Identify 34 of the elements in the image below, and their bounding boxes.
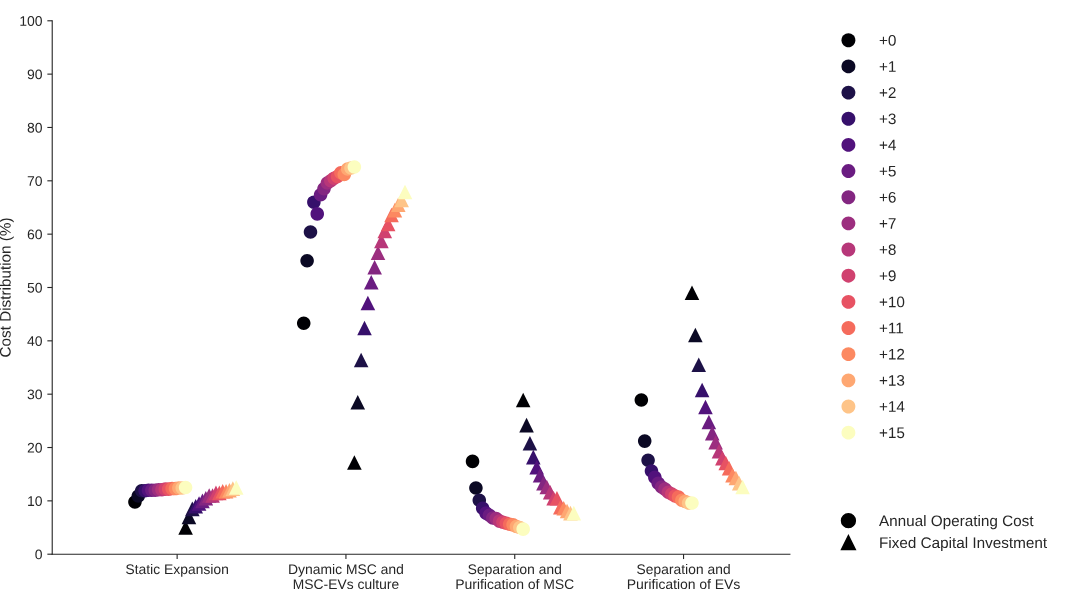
- text: Fixed Capital Investment: [880, 536, 1047, 552]
- text: Annual Operating Cost: [879, 515, 1034, 530]
- legend-label: +13: [879, 375, 905, 386]
- x-tick-label: Dynamic MSC and MSC-EVs culture: [289, 563, 403, 590]
- legend-label: +8: [879, 244, 896, 256]
- legend-label: +4: [879, 139, 896, 151]
- x-tick-label: Separation and Purification of MSC: [456, 563, 574, 590]
- legend-label: +12: [879, 348, 905, 360]
- y-tick-label: 30: [27, 389, 42, 400]
- y-tick-label: 0: [35, 549, 42, 560]
- legend-label: +11: [879, 322, 904, 334]
- y-tick-label: 50: [27, 282, 42, 293]
- legend-label: +15: [879, 427, 905, 439]
- legend-label: +2: [879, 87, 896, 98]
- legend-label: +3: [879, 113, 896, 125]
- legend-label: +5: [879, 165, 896, 177]
- legend-label: +6: [879, 191, 896, 203]
- legend-label: +10: [879, 296, 905, 308]
- legend-label: +14: [879, 401, 905, 412]
- x-tick-label: Static Expansion: [126, 563, 228, 577]
- y-tick-label: 80: [27, 122, 42, 133]
- legend-label: +9: [879, 270, 896, 282]
- x-tick-label: Separation and Purification of EVs: [627, 563, 740, 590]
- y-tick-label: 70: [27, 176, 42, 186]
- legend-label: +7: [879, 218, 896, 229]
- y-tick-label: 90: [27, 69, 42, 80]
- y-tick-label: 60: [27, 229, 42, 240]
- y-tick-label: 100: [20, 16, 42, 26]
- y-tick-label: 40: [27, 336, 42, 347]
- y-axis-title: Cost Distribution (%): [0, 218, 14, 357]
- y-tick-label: 20: [27, 442, 42, 453]
- y-tick-label: 10: [28, 496, 42, 507]
- legend-label: +1: [879, 61, 896, 72]
- legend-label: +0: [879, 34, 896, 46]
